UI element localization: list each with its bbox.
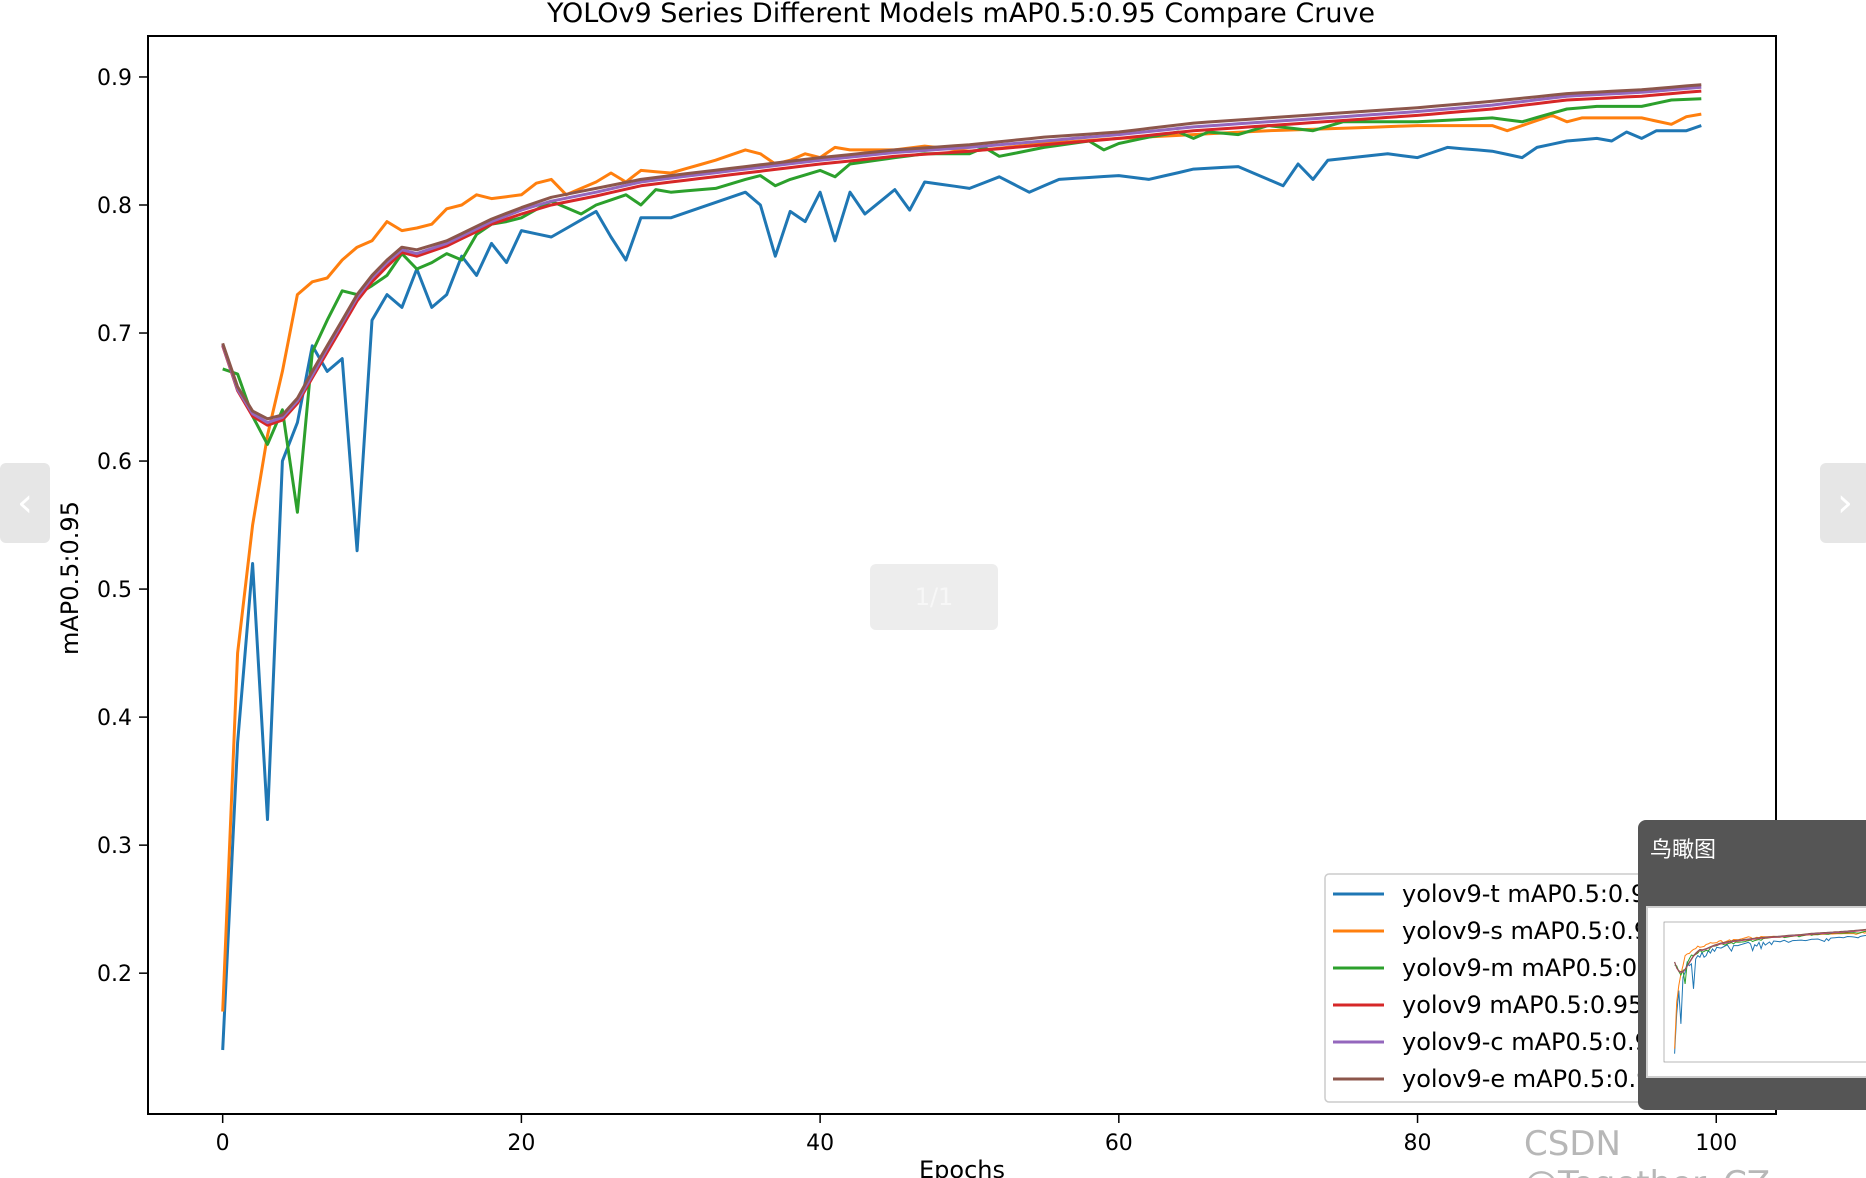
y-axis-label: mAP0.5:0.95 — [56, 501, 84, 655]
x-axis-ticks: 0 20 40 60 80 100 — [216, 1114, 1737, 1156]
y-tick-label: 0.9 — [97, 66, 132, 91]
y-tick-label: 0.8 — [97, 194, 132, 219]
series-lines — [221, 83, 1702, 1051]
image-counter-overlay: 1/1 — [870, 564, 998, 630]
minimap-plot-frame — [1663, 921, 1866, 1063]
minimap-viewport[interactable] — [1646, 906, 1866, 1078]
x-tick-label: 0 — [216, 1131, 230, 1156]
x-axis-label: Epochs — [919, 1156, 1005, 1178]
minimap-series-yolov9-t — [1674, 935, 1866, 1054]
y-axis-ticks: 0.2 0.3 0.4 0.5 0.6 0.7 0.8 0.9 — [97, 66, 148, 987]
x-tick-label: 60 — [1105, 1131, 1133, 1156]
watermark: CSDN @Together_CZ — [1524, 1124, 1770, 1178]
x-tick-label: 40 — [806, 1131, 834, 1156]
chevron-left-icon: ‹ — [17, 480, 33, 526]
minimap-series-yolov9-e — [1674, 928, 1866, 973]
y-tick-label: 0.2 — [97, 962, 132, 987]
series-line-yolov9-c — [221, 85, 1702, 425]
minimap-panel[interactable]: 鸟瞰图 — [1638, 820, 1866, 1110]
image-counter-label: 1/1 — [914, 583, 954, 611]
series-line-yolov9 — [221, 89, 1702, 427]
series-line-yolov9-e — [221, 83, 1702, 421]
y-tick-label: 0.4 — [97, 706, 132, 731]
y-tick-label: 0.7 — [97, 322, 132, 347]
series-line-yolov9-m — [222, 97, 1702, 514]
next-image-button[interactable]: › — [1820, 463, 1866, 543]
y-tick-label: 0.6 — [97, 450, 132, 475]
chevron-right-icon: › — [1837, 480, 1853, 526]
y-tick-label: 0.5 — [97, 578, 132, 603]
chart-title: YOLOv9 Series Different Models mAP0.5:0.… — [546, 0, 1375, 29]
x-tick-label: 100 — [1695, 1131, 1737, 1156]
minimap-title: 鸟瞰图 — [1650, 838, 1717, 863]
x-tick-label: 20 — [507, 1131, 535, 1156]
x-tick-label: 80 — [1404, 1131, 1432, 1156]
prev-image-button[interactable]: ‹ — [0, 463, 50, 543]
series-line-yolov9-t — [221, 124, 1702, 1051]
y-tick-label: 0.3 — [97, 834, 132, 859]
minimap-thumbnail — [1663, 921, 1866, 1063]
